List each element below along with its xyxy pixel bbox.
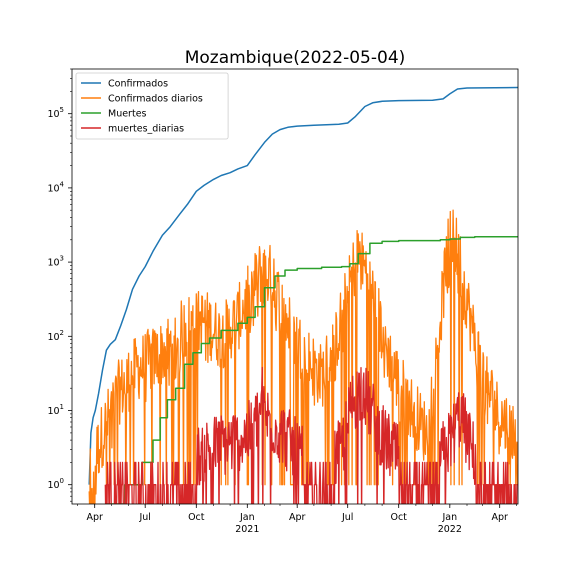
legend-box bbox=[75, 72, 229, 140]
x-tick-label: Jan bbox=[239, 512, 255, 523]
y-tick-label: 102 bbox=[47, 329, 64, 343]
series-line-2 bbox=[107, 236, 518, 504]
chart-title: Mozambique(2022-05-04) bbox=[185, 48, 406, 68]
x-tick-year-label: 2021 bbox=[235, 524, 259, 535]
series-line-3 bbox=[104, 366, 518, 504]
x-tick-label: Apr bbox=[86, 512, 103, 523]
x-tick-label: Apr bbox=[491, 512, 508, 523]
y-tick-label: 101 bbox=[47, 403, 64, 417]
y-tick-label: 105 bbox=[47, 106, 64, 120]
y-tick-label: 104 bbox=[47, 180, 64, 194]
legend-label: muertes_diarias bbox=[108, 124, 184, 135]
legend-label: Confirmados diarios bbox=[108, 94, 203, 105]
x-tick-year-label: 2022 bbox=[438, 524, 462, 535]
x-tick-label: Oct bbox=[390, 512, 407, 523]
x-tick-label: Apr bbox=[289, 512, 306, 523]
plot-frame bbox=[71, 68, 519, 505]
series-layer bbox=[88, 86, 518, 504]
y-tick-label: 100 bbox=[47, 477, 64, 491]
legend: Confirmados Confirmados diarios Muertes mue… bbox=[75, 72, 229, 140]
y-axis: 100 101 102 103 104 105 bbox=[47, 68, 72, 502]
legend-label: Muertes bbox=[108, 109, 147, 120]
series-line-0 bbox=[88, 86, 518, 485]
x-tick-label: Jan bbox=[441, 512, 457, 523]
legend-label: Confirmados bbox=[108, 79, 168, 90]
x-tick-label: Jul bbox=[341, 512, 353, 523]
y-tick-label: 103 bbox=[47, 255, 64, 269]
x-tick-label: Jul bbox=[138, 512, 150, 523]
x-tick-label: Oct bbox=[188, 512, 205, 523]
